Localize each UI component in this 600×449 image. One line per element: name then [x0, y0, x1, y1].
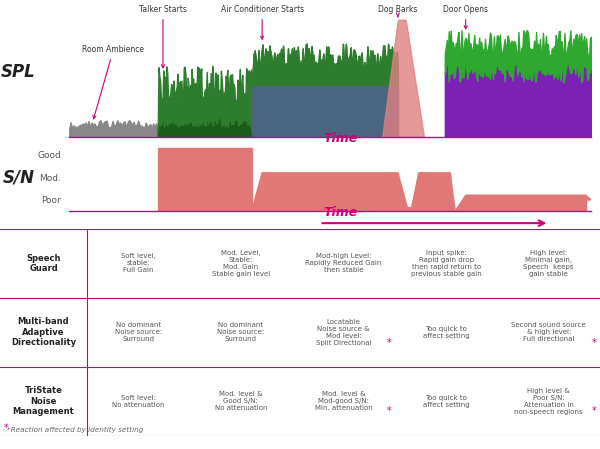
Text: Locatable
Noise source &
Mod level:
Split Directional: Locatable Noise source & Mod level: Spli… [316, 319, 371, 346]
Polygon shape [455, 195, 591, 211]
Polygon shape [411, 173, 455, 211]
Text: High level &
Poor S/N:
Attenuation in
non-speech regions: High level & Poor S/N: Attenuation in no… [514, 387, 583, 414]
Text: Dog Barks: Dog Barks [378, 5, 418, 17]
Text: Speech
Guard: Speech Guard [26, 254, 61, 273]
Text: Multi-band
Adaptive
Directionality: Multi-band Adaptive Directionality [11, 317, 76, 347]
Text: *: * [4, 423, 8, 433]
Text: Talker Starts: Talker Starts [139, 5, 187, 68]
Text: TriState
Noise
Management: TriState Noise Management [13, 386, 74, 416]
Text: *: * [592, 406, 596, 416]
Text: S/N: S/N [3, 168, 35, 186]
Polygon shape [252, 173, 409, 211]
Text: No dominant
Noise source:
Surround: No dominant Noise source: Surround [115, 322, 162, 342]
Text: *: * [386, 338, 391, 348]
Text: No dominant
Noise source:
Surround: No dominant Noise source: Surround [217, 322, 265, 342]
Text: Mod. level &
Good S/N:
No attenuation: Mod. level & Good S/N: No attenuation [215, 391, 267, 411]
Text: High level:
Minimal gain,
Speech  keeps
gain stable: High level: Minimal gain, Speech keeps g… [523, 250, 574, 277]
Text: Mod. Level,
Stable:
Mod. Gain
Stable gain level: Mod. Level, Stable: Mod. Gain Stable gai… [212, 250, 270, 277]
Text: Mod. level &
Mod-good S/N:
Min. attenuation: Mod. level & Mod-good S/N: Min. attenuat… [314, 391, 373, 411]
Text: Soft level,
stable:
Full Gain: Soft level, stable: Full Gain [121, 253, 156, 273]
Text: Time: Time [323, 132, 358, 145]
Text: Mod-high Level:
Rapidly Reduced Gain
then stable: Mod-high Level: Rapidly Reduced Gain the… [305, 253, 382, 273]
Text: *Reaction affected by identity setting: *Reaction affected by identity setting [7, 427, 143, 433]
Text: Second sound source
& high level:
Full directional: Second sound source & high level: Full d… [511, 322, 586, 342]
Text: *: * [386, 406, 391, 416]
Text: Time: Time [323, 206, 358, 219]
Text: Room Ambience: Room Ambience [82, 45, 145, 119]
Text: Air Conditioner Starts: Air Conditioner Starts [221, 5, 304, 39]
Text: Too quick to
affect setting: Too quick to affect setting [423, 395, 469, 408]
Text: SPL: SPL [1, 63, 35, 81]
Text: Door Opens: Door Opens [443, 5, 488, 29]
Text: Soft level:
No attenuation: Soft level: No attenuation [112, 395, 164, 408]
Text: Too quick to
affect setting: Too quick to affect setting [423, 326, 469, 339]
Text: *: * [592, 338, 596, 348]
Text: Input spike:
Rapid gain drop
then rapid return to
previous stable gain: Input spike: Rapid gain drop then rapid … [411, 250, 481, 277]
